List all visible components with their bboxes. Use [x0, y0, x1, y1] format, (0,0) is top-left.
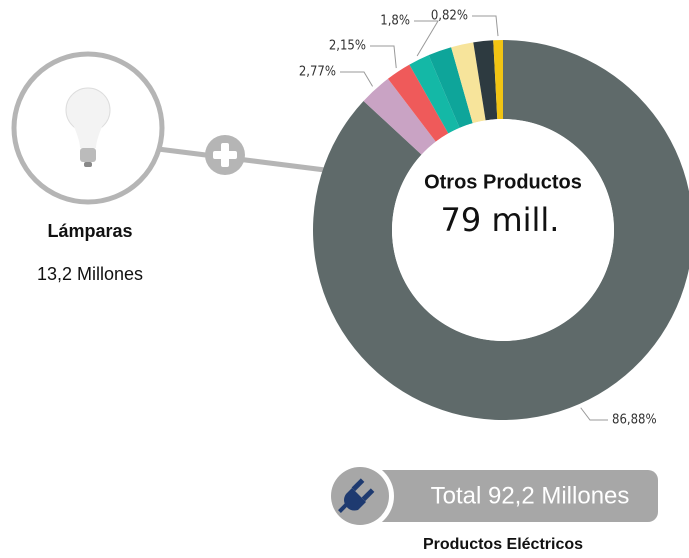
leader-line: [472, 15, 499, 37]
leader-line: [580, 407, 608, 421]
donut-hole: [392, 119, 614, 341]
callout-value: 13,2 Millones: [37, 264, 143, 284]
leader-line: [414, 20, 439, 57]
donut: [313, 40, 689, 420]
donut-segment: [428, 47, 473, 128]
plus-icon: [205, 135, 245, 175]
center-value: 79 mill.: [441, 201, 560, 239]
donut-segment: [363, 78, 436, 155]
leader-line: [340, 71, 374, 87]
lamp-icon: [65, 87, 111, 167]
value-label: 86,88%: [612, 413, 657, 428]
value-label: 2,15%: [329, 39, 366, 54]
donut-segment: [313, 40, 689, 420]
donut-segment: [451, 42, 486, 124]
value-label: 1,8%: [380, 14, 410, 29]
callout-title: Lámparas: [47, 221, 132, 241]
donut-segment: [473, 40, 498, 121]
value-label: 2,77%: [299, 65, 336, 80]
total-caption: Productos Eléctricos: [423, 536, 583, 553]
center-title: Otros Productos: [424, 171, 582, 193]
donut-segment: [387, 64, 449, 142]
value-label: 0,82%: [431, 9, 468, 24]
leader-line: [370, 45, 397, 69]
plug-icon: [338, 478, 375, 513]
donut-segment: [493, 40, 503, 120]
total-pill: [340, 470, 658, 522]
donut-segment: [409, 55, 460, 134]
total-label: Total 92,2 Millones: [431, 482, 630, 509]
